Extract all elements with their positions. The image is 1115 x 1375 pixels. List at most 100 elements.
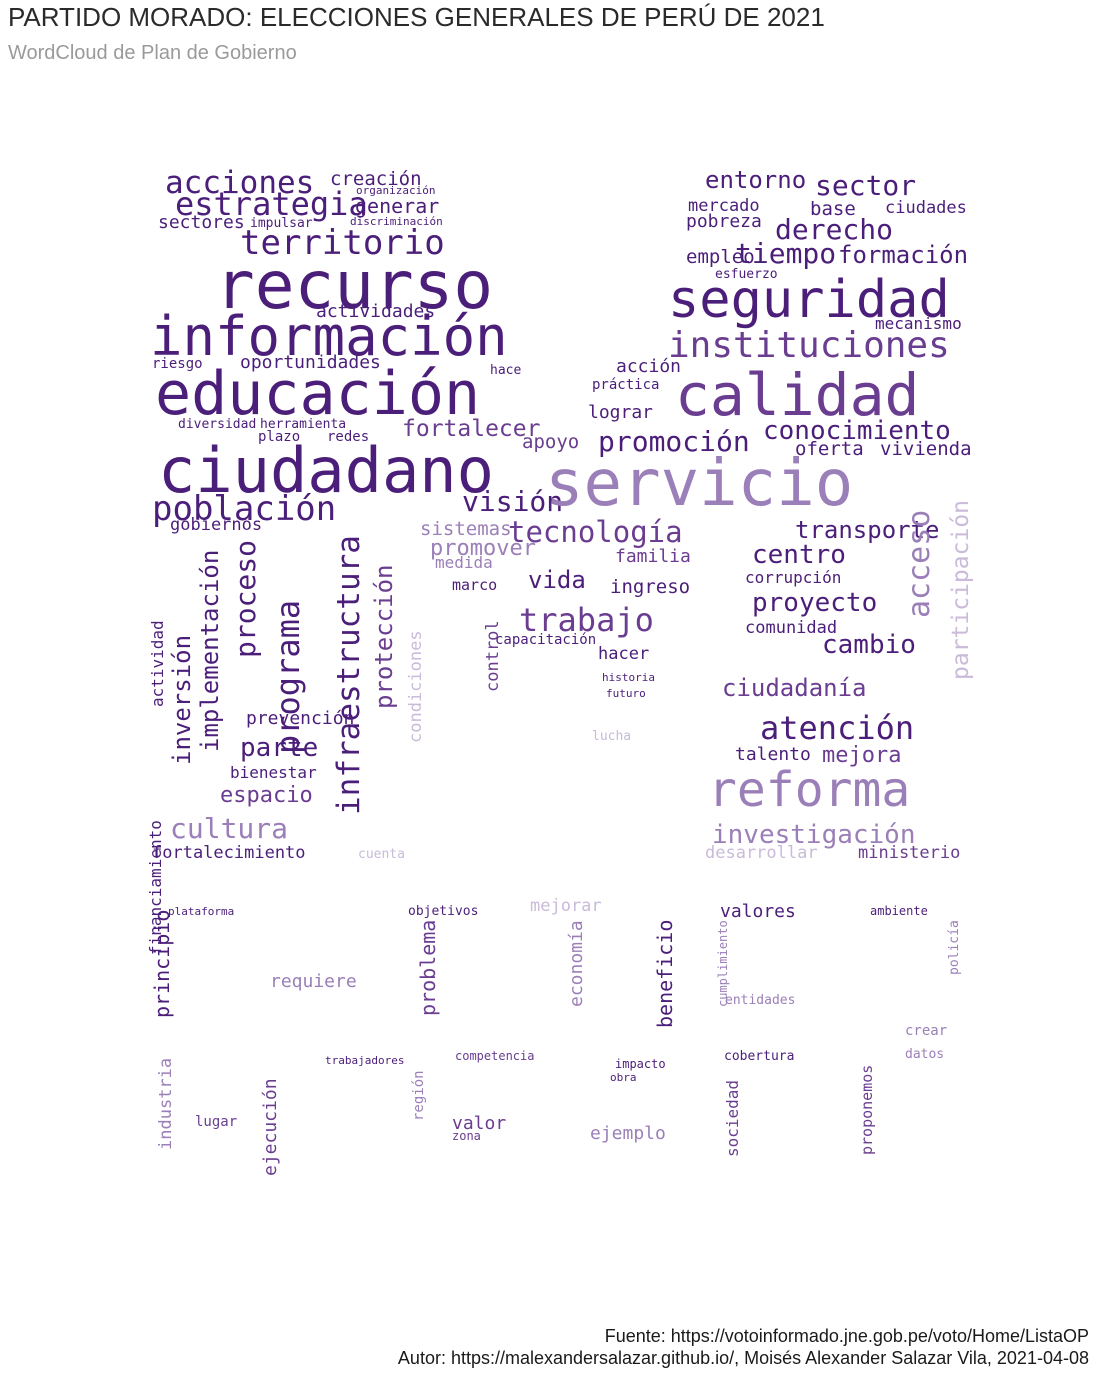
cloud-word: discriminación: [350, 215, 443, 228]
cloud-word: corrupción: [745, 568, 842, 587]
cloud-word: ciudadanía: [722, 674, 867, 702]
cloud-word: pobreza: [686, 211, 762, 232]
cloud-word: ambiente: [870, 904, 928, 918]
cloud-word: oferta: [795, 438, 864, 460]
cloud-word: lograr: [588, 402, 654, 423]
cloud-word: estrategia: [175, 185, 368, 223]
cloud-word: creación: [330, 168, 422, 190]
cloud-word: seguridad: [668, 270, 950, 330]
cloud-word: mejorar: [530, 896, 602, 916]
cloud-word: inversión: [168, 634, 196, 766]
cloud-word: cobertura: [724, 1049, 795, 1064]
cloud-word: plataforma: [168, 905, 235, 918]
cloud-word: organización: [356, 184, 436, 197]
cloud-word: visión: [462, 485, 564, 518]
cloud-word: beneficio: [653, 919, 677, 1029]
cloud-word: valor: [452, 1113, 507, 1134]
cloud-word: bienestar: [230, 763, 317, 782]
cloud-word: población: [152, 489, 337, 529]
cloud-word: condiciones: [406, 629, 426, 743]
cloud-word: fortalecimiento: [152, 843, 306, 863]
cloud-word: transporte: [795, 516, 940, 544]
cloud-word: implementación: [196, 549, 224, 753]
cloud-word: cambio: [822, 630, 916, 660]
cloud-word: infraestructura: [331, 534, 367, 815]
cloud-word: fortalecer: [402, 416, 541, 442]
cloud-word: requiere: [270, 971, 357, 992]
cloud-word: historia: [602, 671, 655, 684]
cloud-word: acceso: [902, 509, 937, 619]
cloud-word: territorio: [240, 223, 445, 263]
cloud-word: ejecución: [260, 1077, 281, 1176]
cloud-word: redes: [327, 429, 370, 445]
cloud-word: obra: [610, 1071, 637, 1084]
cloud-word: acciones: [165, 165, 315, 201]
cloud-word: ingreso: [610, 576, 691, 598]
cloud-word: apoyo: [522, 431, 580, 453]
cloud-word: proceso: [229, 539, 262, 658]
cloud-word: economía: [566, 919, 587, 1007]
cloud-word: ministerio: [858, 843, 961, 863]
cloud-word: oportunidades: [240, 352, 381, 373]
cloud-word: acción: [616, 356, 682, 377]
cloud-word: impulsar: [250, 216, 313, 231]
cloud-word: desarrollar: [705, 843, 818, 863]
cloud-word: mecanismo: [875, 314, 962, 333]
cloud-word: impacto: [615, 1057, 666, 1071]
cloud-word: espacio: [220, 783, 313, 808]
cloud-word: medida: [435, 553, 493, 572]
cloud-word: herramienta: [260, 417, 347, 432]
cloud-word: sectores: [158, 212, 245, 233]
cloud-word: datos: [905, 1047, 945, 1062]
cloud-word: riesgo: [152, 356, 203, 372]
cloud-word: atención: [760, 709, 915, 747]
cloud-word: valores: [720, 901, 796, 922]
cloud-word: promoción: [598, 425, 750, 458]
cloud-word: entorno: [705, 166, 807, 194]
cloud-word: ciudades: [885, 198, 967, 218]
cloud-word: promover: [430, 536, 536, 561]
cloud-word: reforma: [708, 762, 911, 818]
cloud-word: tiempo: [735, 237, 837, 270]
cloud-word: objetivos: [408, 904, 479, 919]
cloud-word: hacer: [598, 644, 650, 664]
caption-author: Autor: https://malexandersalazar.github.…: [397, 1348, 1089, 1368]
cloud-word: crear: [905, 1023, 948, 1039]
cloud-word: plazo: [258, 429, 301, 445]
cloud-word: actividades: [316, 301, 436, 322]
cloud-word: programa: [269, 600, 307, 755]
cloud-word: cuenta: [358, 847, 405, 862]
caption-source: Fuente: https://votoinformado.jne.gob.pe…: [604, 1326, 1089, 1346]
cloud-word: futuro: [606, 687, 646, 700]
cloud-word: diversidad: [178, 417, 257, 432]
cloud-word: sistemas: [420, 518, 512, 540]
cloud-word: financiamiento: [146, 820, 165, 955]
cloud-word: ciudadano: [158, 434, 494, 507]
cloud-word: talento: [735, 744, 811, 765]
cloud-word: problema: [416, 920, 440, 1017]
cloud-word: marco: [452, 576, 498, 594]
cloud-word: información: [150, 305, 508, 368]
cloud-word: base: [810, 198, 856, 220]
cloud-word: control: [483, 619, 503, 692]
cloud-word: lucha: [592, 729, 632, 744]
cloud-word: cultura: [170, 812, 289, 845]
cloud-word: generar: [355, 194, 440, 218]
cloud-word: derecho: [775, 213, 894, 246]
cloud-word: investigación: [712, 820, 916, 850]
cloud-word: proponemos: [858, 1064, 876, 1156]
page-title: PARTIDO MORADO: ELECCIONES GENERALES DE …: [8, 2, 825, 32]
cloud-word: práctica: [592, 377, 660, 393]
cloud-word: hace: [490, 363, 522, 378]
cloud-word: cumplimiento: [716, 919, 730, 1007]
cloud-word: mercado: [688, 196, 760, 216]
cloud-word: parte: [240, 733, 319, 763]
cloud-word: gobiernos: [170, 515, 263, 535]
cloud-word: centro: [752, 540, 846, 570]
cloud-word: conocimiento: [763, 416, 951, 446]
cloud-word: empleo: [686, 246, 755, 268]
cloud-word: zona: [452, 1129, 481, 1143]
page-subtitle: WordCloud de Plan de Gobierno: [8, 42, 297, 64]
cloud-word: capacitación: [495, 632, 597, 648]
